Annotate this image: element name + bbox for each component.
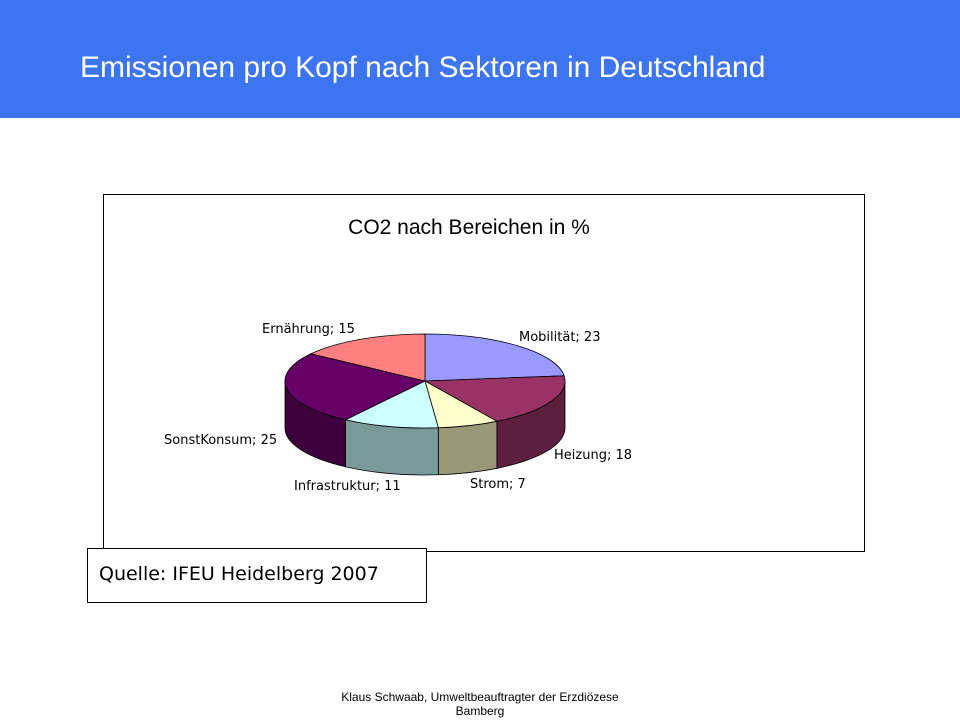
pie-slice-sonstkonsum	[284, 353, 427, 421]
pie-slice-mobilitat	[424, 333, 565, 382]
pie-side-strom	[437, 420, 498, 476]
pie-label-mobilitat: Mobilität; 23	[519, 330, 600, 345]
footer-text: Klaus Schwaab, Umweltbeauftragter der Er…	[280, 690, 680, 718]
pie-slice-infrastruktur	[344, 380, 439, 429]
source-text: Quelle: IFEU Heidelberg 2007	[99, 563, 379, 585]
pie-tops	[284, 333, 566, 429]
pie-label-ernahrung: Ernährung; 15	[262, 322, 355, 337]
pie-label-infrastruktur: Infrastruktur; 11	[294, 479, 401, 494]
header-bar: Emissionen pro Kopf nach Sektoren in Deu…	[0, 0, 960, 118]
chart-frame: CO2 nach Bereichen in % Mobilität; 23 Hei…	[103, 194, 865, 552]
pie-slice-heizung	[423, 375, 566, 422]
pie-label-strom: Strom; 7	[470, 477, 526, 492]
pie-labels: Mobilität; 23 Heizung; 18 Strom; 7 Infrastr…	[164, 322, 632, 494]
pie-slice-ernahrung	[309, 333, 426, 382]
slide-title: Emissionen pro Kopf nach Sektoren in Deu…	[80, 51, 766, 84]
footer-line-1: Klaus Schwaab, Umweltbeauftragter der Er…	[341, 690, 619, 704]
pie-label-sonstkonsum: SonstKonsum; 25	[164, 433, 277, 448]
source-box: Quelle: IFEU Heidelberg 2007	[87, 548, 427, 603]
pie-label-heizung: Heizung; 18	[554, 448, 632, 463]
chart-title: CO2 nach Bereichen in %	[348, 216, 590, 239]
pie-chart: CO2 nach Bereichen in % Mobilität; 23 Hei…	[164, 216, 632, 494]
footer-line-2: Bamberg	[455, 704, 505, 718]
